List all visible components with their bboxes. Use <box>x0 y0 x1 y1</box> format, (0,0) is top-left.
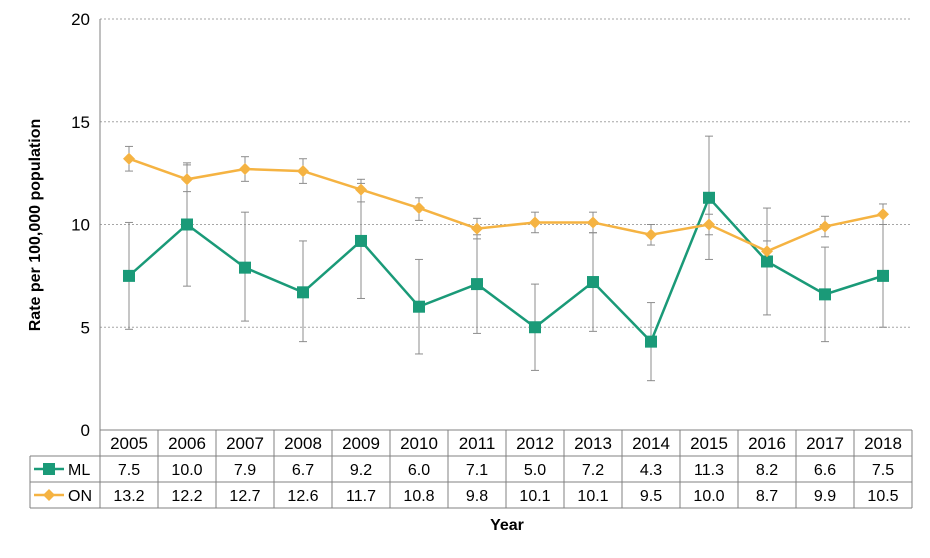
data-label-ml: 8.2 <box>756 462 778 479</box>
series-line-ml <box>128 195 884 344</box>
data-label-on: 10.5 <box>867 488 898 505</box>
data-label-on: 8.7 <box>756 488 778 505</box>
data-label-ml: 7.5 <box>118 462 140 479</box>
x-tick-label: 2008 <box>284 434 322 453</box>
data-point-ml <box>355 234 367 247</box>
data-label-ml: 6.0 <box>408 462 430 479</box>
x-tick-label: 2009 <box>342 434 380 453</box>
y-tick-label: 20 <box>71 10 90 29</box>
y-axis: 0 5 10 15 20 <box>71 10 101 440</box>
x-tick-label: 2017 <box>806 434 844 453</box>
data-label-ml: 7.1 <box>466 462 488 479</box>
data-label-on: 9.9 <box>814 488 836 505</box>
data-point-on <box>703 218 715 231</box>
data-point-ml <box>297 286 309 299</box>
data-label-ml: 9.2 <box>350 462 372 479</box>
x-tick-label: 2018 <box>864 434 902 453</box>
data-point-ml <box>877 269 889 282</box>
data-point-ml <box>645 335 657 348</box>
x-tick-label: 2005 <box>110 434 148 453</box>
data-label-ml: 6.6 <box>814 462 836 479</box>
data-point-on <box>761 245 773 258</box>
data-point-on <box>297 165 309 178</box>
data-label-on: 11.7 <box>346 488 376 505</box>
y-tick-label: 15 <box>71 113 90 132</box>
data-point-ml <box>529 321 541 334</box>
data-point-ml <box>181 218 193 231</box>
data-label-on: 10.1 <box>577 488 608 505</box>
data-label-on: 12.7 <box>229 488 260 505</box>
data-label-on: 10.8 <box>403 488 434 505</box>
x-tick-label: 2014 <box>632 434 670 453</box>
data-point-ml <box>703 191 715 204</box>
data-point-on <box>471 222 483 235</box>
x-tick-label: 2012 <box>516 434 554 453</box>
data-label-ml: 7.2 <box>582 462 604 479</box>
x-tick-label: 2016 <box>748 434 786 453</box>
legend-marker-ml <box>43 463 55 475</box>
x-tick-label: 2011 <box>459 434 496 453</box>
series-line-on <box>128 157 884 253</box>
data-point-on <box>413 202 425 215</box>
data-point-on <box>645 228 657 241</box>
legend-label-ml: ML <box>68 462 90 479</box>
data-label-ml: 4.3 <box>640 462 662 479</box>
x-tick-label: 2015 <box>690 434 728 453</box>
data-label-on: 9.8 <box>466 488 488 505</box>
data-point-on <box>355 183 367 196</box>
data-point-ml <box>471 278 483 291</box>
data-point-ml <box>819 288 831 301</box>
data-label-on: 10.1 <box>519 488 550 505</box>
series-markers <box>123 152 889 348</box>
data-label-ml: 7.9 <box>234 462 256 479</box>
data-point-ml <box>123 269 135 282</box>
x-tick-label: 2013 <box>574 434 612 453</box>
data-label-on: 12.2 <box>171 488 202 505</box>
y-tick-label: 5 <box>81 318 90 337</box>
data-point-on <box>181 173 193 186</box>
data-point-on <box>239 163 251 176</box>
x-axis-title: Year <box>490 517 524 534</box>
x-tick-label: 2007 <box>226 434 264 453</box>
data-label-ml: 5.0 <box>524 462 546 479</box>
y-axis-title: Rate per 100,000 population <box>27 119 44 332</box>
y-tick-label: 10 <box>71 216 90 235</box>
data-label-on: 10.0 <box>693 488 724 505</box>
y-tick-label: 0 <box>81 421 90 440</box>
legend-marker-on <box>43 489 55 501</box>
data-point-ml <box>239 261 251 274</box>
data-point-ml <box>587 276 599 289</box>
data-point-on <box>819 220 831 233</box>
data-label-on: 13.2 <box>113 488 144 505</box>
x-tick-label: 2006 <box>168 434 206 453</box>
data-point-on <box>587 216 599 229</box>
data-label-ml: 10.0 <box>171 462 202 479</box>
data-label-on: 9.5 <box>640 488 662 505</box>
data-point-ml <box>761 255 773 268</box>
series-lines <box>128 157 884 344</box>
data-label-ml: 11.3 <box>694 462 724 479</box>
data-point-on <box>529 216 541 229</box>
data-point-on <box>877 208 889 221</box>
legend-label-on: ON <box>68 488 92 505</box>
data-label-on: 12.6 <box>287 488 318 505</box>
data-label-ml: 6.7 <box>292 462 314 479</box>
data-point-on <box>123 152 135 165</box>
x-tick-label: 2010 <box>400 434 438 453</box>
data-table: 2005 2006 2007 2008 2009 2010 2011 2012 2013 2014… <box>29 429 913 509</box>
data-point-ml <box>413 300 425 313</box>
data-label-ml: 7.5 <box>872 462 894 479</box>
